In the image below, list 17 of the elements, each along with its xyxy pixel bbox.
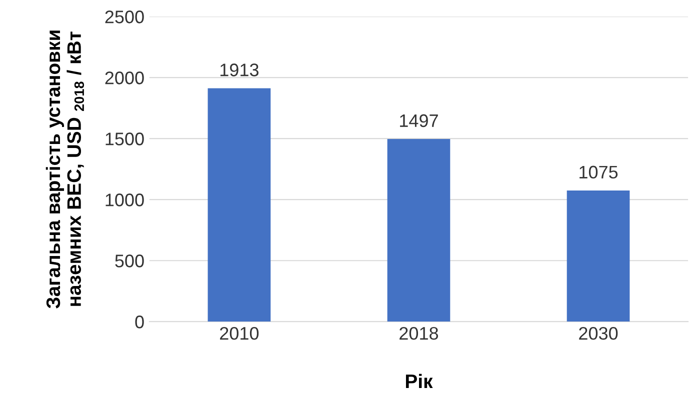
bar xyxy=(208,88,271,322)
x-tick-label: 2030 xyxy=(579,326,618,340)
x-axis-title: Рік xyxy=(406,374,433,388)
data-label: 1075 xyxy=(580,166,618,179)
bar xyxy=(387,138,450,322)
y-tick-label: 2500 xyxy=(105,10,144,24)
y-tick-label: 1500 xyxy=(106,132,144,146)
x-tick-label: 2018 xyxy=(400,326,438,340)
x-tick-label: 2010 xyxy=(220,326,259,340)
y-tick-label: 500 xyxy=(115,254,144,268)
data-label: 1913 xyxy=(220,64,258,76)
y-tick-label: 0 xyxy=(135,316,144,328)
bar xyxy=(566,190,630,322)
data-label: 1497 xyxy=(400,114,438,128)
y-tick-label: 2000 xyxy=(105,72,144,84)
y-axis-title: Загальна вартість установки наземних ВЕС, USD $_{2018}$ / кВт xyxy=(46,30,84,308)
y-tick-label: 1000 xyxy=(106,194,144,206)
